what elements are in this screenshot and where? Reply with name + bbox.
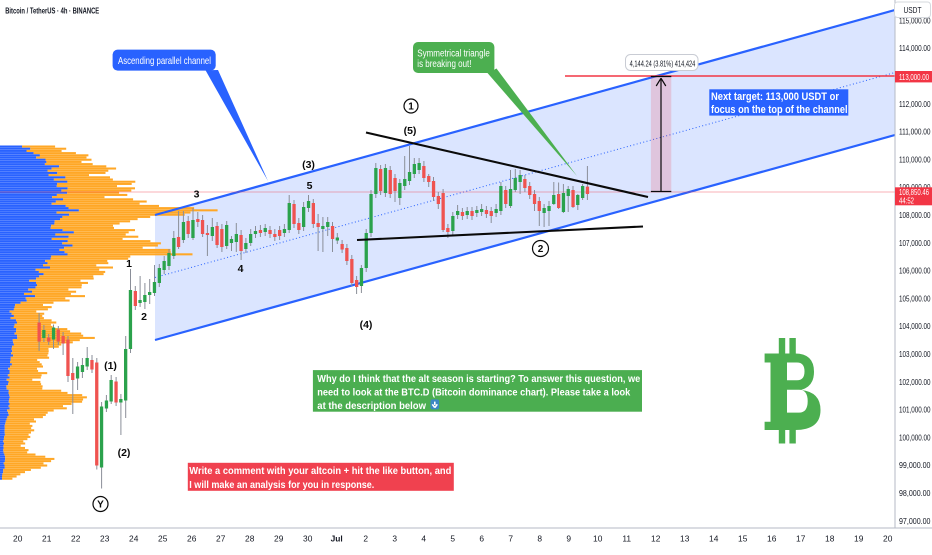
svg-text:19: 19 <box>854 534 864 544</box>
svg-text:1: 1 <box>408 102 414 113</box>
svg-text:105,000.00: 105,000.00 <box>899 293 931 303</box>
svg-text:2: 2 <box>363 534 368 544</box>
svg-text:16: 16 <box>767 534 777 544</box>
svg-text:Bitcoin / TetherUS · 4h · BINA: Bitcoin / TetherUS · 4h · BINANCE <box>5 6 99 15</box>
svg-text:I will make an analysis for yo: I will make an analysis for you in respo… <box>189 480 374 491</box>
svg-text:106,000.00: 106,000.00 <box>899 266 931 276</box>
svg-text:need to look at the BTC.D (Bit: need to look at the BTC.D (Bitcoin domin… <box>317 388 630 399</box>
svg-text:29: 29 <box>274 534 284 544</box>
svg-text:4: 4 <box>421 534 426 544</box>
svg-text:3: 3 <box>392 534 397 544</box>
svg-text:20: 20 <box>883 534 893 544</box>
svg-text:(5): (5) <box>404 125 417 137</box>
svg-text:111,000.00: 111,000.00 <box>899 127 931 137</box>
svg-text:(4): (4) <box>360 319 373 331</box>
svg-text:7: 7 <box>508 534 513 544</box>
svg-text:112,000.00: 112,000.00 <box>899 99 931 109</box>
svg-text:Y: Y <box>97 500 104 511</box>
svg-text:focus on the top of the channe: focus on the top of the channel <box>711 104 848 116</box>
svg-text:5: 5 <box>307 180 313 192</box>
svg-text:27: 27 <box>216 534 226 544</box>
svg-text:98,000.00: 98,000.00 <box>899 488 931 498</box>
svg-text:Ascending parallel channel: Ascending parallel channel <box>118 56 211 67</box>
svg-text:97,000.00: 97,000.00 <box>899 516 931 526</box>
svg-text:30: 30 <box>303 534 313 544</box>
svg-text:101,000.00: 101,000.00 <box>899 405 931 415</box>
svg-text:10: 10 <box>593 534 603 544</box>
svg-text:25: 25 <box>158 534 168 544</box>
svg-text:(2): (2) <box>118 447 131 459</box>
svg-text:20: 20 <box>13 534 23 544</box>
svg-text:11: 11 <box>622 534 631 544</box>
svg-text:17: 17 <box>796 534 806 544</box>
svg-text:44:52: 44:52 <box>899 196 914 206</box>
svg-text:28: 28 <box>245 534 255 544</box>
svg-text:Symmetrical triangle: Symmetrical triangle <box>417 49 490 60</box>
svg-text:18: 18 <box>825 534 835 544</box>
svg-text:1: 1 <box>126 258 132 270</box>
svg-text:103,000.00: 103,000.00 <box>899 349 931 359</box>
svg-text:at the description below: at the description below <box>317 401 426 412</box>
svg-text:26: 26 <box>187 534 197 544</box>
svg-text:(3): (3) <box>302 159 315 171</box>
svg-text:8: 8 <box>537 534 542 544</box>
svg-text:(1): (1) <box>104 360 117 372</box>
svg-text:114,000.00: 114,000.00 <box>899 43 931 53</box>
svg-text:23: 23 <box>100 534 110 544</box>
svg-text:5: 5 <box>450 534 455 544</box>
svg-text:9: 9 <box>566 534 571 544</box>
svg-text:21: 21 <box>42 534 52 544</box>
svg-text:115,000.00: 115,000.00 <box>899 15 931 25</box>
svg-text:4,144.24 (3.81%) 414,424: 4,144.24 (3.81%) 414,424 <box>630 59 696 68</box>
svg-text:108,850.46: 108,850.46 <box>899 187 929 197</box>
svg-text:109,000.00: 109,000.00 <box>899 182 931 192</box>
svg-text:Next target: 113,000 USDT or: Next target: 113,000 USDT or <box>711 91 840 103</box>
svg-text:3: 3 <box>194 189 200 201</box>
svg-text:15: 15 <box>738 534 748 544</box>
svg-text:22: 22 <box>71 534 81 544</box>
svg-text:13: 13 <box>680 534 690 544</box>
svg-text:2: 2 <box>538 244 544 255</box>
svg-text:USDT: USDT <box>904 5 922 15</box>
svg-text:6: 6 <box>479 534 484 544</box>
svg-text:Jul: Jul <box>331 534 343 544</box>
svg-text:4: 4 <box>238 263 244 275</box>
svg-text:99,000.00: 99,000.00 <box>899 460 931 470</box>
svg-text:107,000.00: 107,000.00 <box>899 238 931 248</box>
svg-text:2: 2 <box>141 311 147 323</box>
svg-text:14: 14 <box>709 534 719 544</box>
svg-text:is breaking out!: is breaking out! <box>417 59 471 70</box>
svg-text:110,000.00: 110,000.00 <box>899 154 931 164</box>
svg-text:113,000.00: 113,000.00 <box>899 72 929 82</box>
svg-text:12: 12 <box>651 534 661 544</box>
svg-text:Write a comment with your altc: Write a comment with your altcoin + hit … <box>189 466 451 477</box>
svg-text:104,000.00: 104,000.00 <box>899 321 931 331</box>
svg-text:102,000.00: 102,000.00 <box>899 377 931 387</box>
svg-text:24: 24 <box>129 534 139 544</box>
svg-text:Why do I think that the alt se: Why do I think that the alt season is st… <box>317 374 640 385</box>
svg-text:108,000.00: 108,000.00 <box>899 210 931 220</box>
svg-text:100,000.00: 100,000.00 <box>899 432 931 442</box>
